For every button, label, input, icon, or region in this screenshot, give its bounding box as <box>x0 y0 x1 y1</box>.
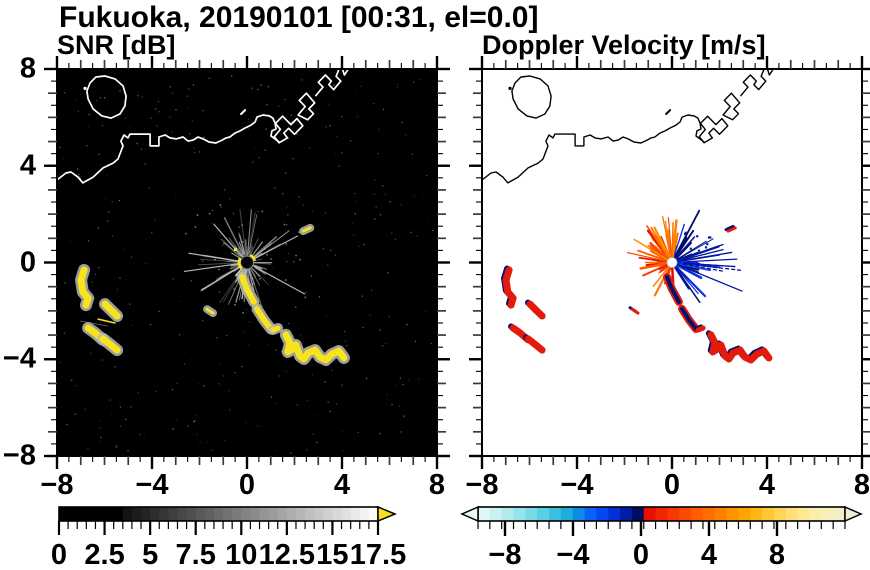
doppler-colorbar-label: −4 <box>556 539 590 570</box>
y-tick-label: −8 <box>2 439 36 472</box>
snr-plot-area <box>57 69 437 456</box>
echo-west-track-2 <box>101 300 121 320</box>
echo-w-dash <box>205 307 215 315</box>
doppler-x-tick-label: 8 <box>853 469 870 501</box>
pier-structure-a <box>273 115 304 144</box>
snr-colorbar-label: 7.5 <box>175 539 216 570</box>
echo-navy-ne-dash <box>724 224 735 232</box>
pier-structure-a <box>698 115 729 144</box>
echo-navy-center-track-a <box>665 275 681 304</box>
coastline <box>57 69 350 327</box>
snr-overflow-arrow <box>377 505 397 523</box>
snr-panel-title: SNR [dB] <box>57 30 176 60</box>
echo-ne-dash <box>301 226 312 233</box>
islet-dot <box>508 86 512 90</box>
snr-axes <box>44 56 450 469</box>
island-outline <box>86 75 127 119</box>
snr-colorbar-label: 2.5 <box>84 539 125 570</box>
small-islet-dash <box>240 109 247 115</box>
echo-west-streak <box>97 318 116 324</box>
doppler-plot-svg <box>469 56 870 469</box>
doppler-x-tick-label: −4 <box>560 469 594 501</box>
snr-colorbar-label: 17.5 <box>349 539 407 570</box>
echo-red-west-track-1 <box>502 266 517 309</box>
snr-colorbar-label: 10 <box>225 539 258 570</box>
snr-x-tick-label: −8 <box>40 469 74 501</box>
echo-center-track-a <box>239 274 257 305</box>
snr-colorbar <box>57 505 397 535</box>
coast-mainland <box>57 114 280 184</box>
doppler-colorbar-label: 8 <box>768 539 786 570</box>
doppler-colorbar-label: 0 <box>632 539 650 570</box>
echo-west-track-4 <box>99 335 121 354</box>
snr-plot-svg <box>44 56 450 469</box>
snr-colorbar-label: 12.5 <box>258 539 316 570</box>
pier-structure-b <box>722 92 741 121</box>
doppler-colorbar-label: 4 <box>700 539 718 570</box>
radar-starburst <box>626 209 744 304</box>
snr-colorbar-label: 0 <box>50 539 68 570</box>
echo-red-ne-dash <box>726 226 737 233</box>
echo-red-west-track-2 <box>526 300 546 320</box>
y-tick-label: 0 <box>19 246 36 278</box>
snr-x-tick-label: 0 <box>238 469 256 501</box>
noise-speckle <box>59 75 436 454</box>
pier-structure-c <box>315 69 342 97</box>
islet-dot <box>83 86 87 90</box>
echo-west-track-1 <box>77 266 92 309</box>
ship-echo-tracks <box>501 224 773 364</box>
figure-title: Fukuoka, 20190101 [00:31, el=0.0] <box>59 1 539 34</box>
snr-x-tick-label: −4 <box>135 469 169 501</box>
doppler-colorbar-label: −8 <box>488 539 522 570</box>
doppler-panel-title: Doppler Velocity [m/s] <box>482 30 766 60</box>
doppler-x-tick-label: 4 <box>758 469 776 501</box>
doppler-x-tick-label: −8 <box>465 469 499 501</box>
echo-center-track-c <box>270 325 281 333</box>
y-tick-label: 4 <box>19 149 36 182</box>
doppler-axes <box>469 56 870 469</box>
echo-center-track-b <box>254 305 274 332</box>
ship-echo-tracks <box>75 223 350 366</box>
pier-notch <box>766 69 775 76</box>
small-islet-dash <box>665 109 672 115</box>
echo-red-w-dash <box>630 307 640 315</box>
echo-navy-center-track-b <box>680 306 698 331</box>
doppler-colorbar <box>460 505 863 536</box>
radar-starburst <box>183 208 305 308</box>
echo-red-center-track-c <box>695 325 706 333</box>
echo-red-se-cluster <box>707 331 773 364</box>
doppler-plot-area <box>482 69 862 456</box>
snr-colorbar-label: 15 <box>316 539 349 570</box>
echo-red-west-track-4 <box>524 335 546 354</box>
island-outline <box>511 75 552 119</box>
doppler-x-tick-label: 0 <box>663 469 681 501</box>
y-tick-label: −4 <box>2 342 36 375</box>
snr-colorbar-label: 5 <box>142 539 159 570</box>
pier-notch <box>341 69 350 76</box>
doppler-arrow-left <box>460 505 479 523</box>
doppler-arrow-right <box>844 505 863 523</box>
coastline <box>482 69 775 184</box>
pier-structure-b <box>297 92 316 121</box>
snr-x-tick-label: 8 <box>428 469 446 501</box>
faint-range-line <box>79 320 109 327</box>
coast-mainland <box>482 114 705 184</box>
echo-se-cluster <box>282 331 348 364</box>
y-tick-label: 8 <box>19 52 36 85</box>
snr-x-tick-label: 4 <box>333 469 351 501</box>
pier-structure-c <box>740 69 767 97</box>
